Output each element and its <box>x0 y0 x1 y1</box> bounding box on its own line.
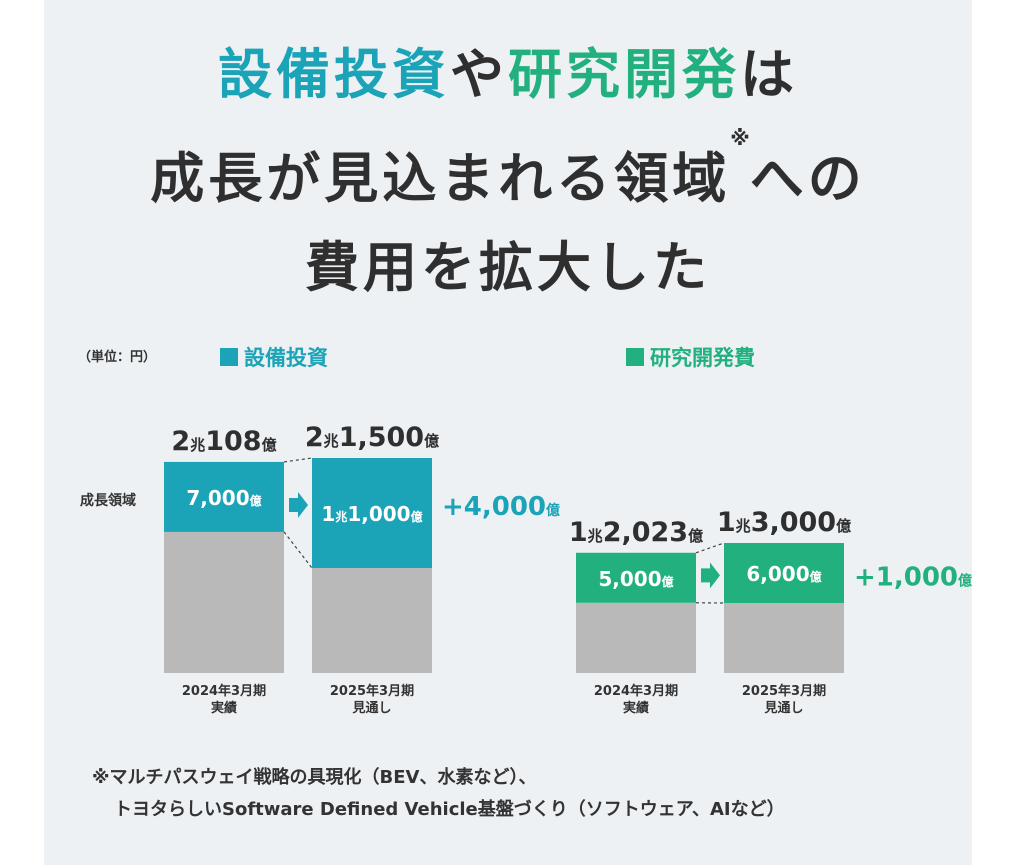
legend-capex-label: 設備投資 <box>244 346 328 370</box>
rnd-growth-label-1-number: 6,000 <box>746 562 809 586</box>
legend-rnd-label: 研究開発費 <box>650 346 755 370</box>
headline-line-3: 費用を拡大した <box>305 236 711 299</box>
capex-category-label-1-line-0: 2025年3月期 <box>330 683 414 699</box>
legend-rnd-swatch <box>626 348 644 366</box>
capex-total-label-1-trillion-unit: 兆 <box>324 432 339 450</box>
capex-category-label-1-line-1: 見通し <box>351 700 391 716</box>
rnd-total-label-0-unit: 億 <box>688 527 703 545</box>
capex-total-label-1-number: 1,500 <box>339 422 424 453</box>
rnd-bar-other-0 <box>576 602 696 673</box>
footnote: ※マルチパスウェイ戦略の具現化（BEV、水素など）、 トヨタらしいSoftwar… <box>92 762 785 826</box>
legend-capex-swatch <box>220 348 238 366</box>
capex-increase-arrow-icon <box>289 491 308 518</box>
rnd-category-label-1-line-0: 2025年3月期 <box>742 683 826 699</box>
rnd-category-label-1: 2025年3月期見通し <box>742 683 826 716</box>
capex-total-label-0-trillion-unit: 兆 <box>190 436 205 454</box>
rnd-increase-arrow-icon <box>701 562 720 589</box>
capex-total-label-0: 2兆108億 <box>171 426 276 457</box>
legend-capex: 設備投資 <box>220 342 328 372</box>
capex-delta-unit: 億 <box>546 502 560 519</box>
rnd-connector-top <box>695 542 725 554</box>
headline-tail-text: への <box>749 147 866 210</box>
rnd-category-label-0-line-1: 実績 <box>623 700 649 716</box>
rnd-bar-other-1 <box>724 603 844 673</box>
capex-category-label-0-line-1: 実績 <box>211 700 237 716</box>
rnd-total-label-0-major: 1 <box>569 517 588 548</box>
rnd-growth-label-1-unit: 億 <box>810 569 822 584</box>
growth-area-label: 成長領域 <box>80 493 136 509</box>
rnd-total-label-0-number: 2,023 <box>603 517 688 548</box>
rnd-delta-number: +1,000 <box>854 562 958 592</box>
capex-delta-number: +4,000 <box>442 492 546 522</box>
capex-category-label-0: 2024年3月期実績 <box>182 683 266 716</box>
capex-total-label-1-unit: 億 <box>424 432 439 450</box>
rnd-total-label-1-trillion-unit: 兆 <box>736 517 751 535</box>
rnd-bar-growth-0 <box>576 552 696 603</box>
capex-category-label-1: 2025年3月期見通し <box>330 683 414 716</box>
capex-bar-other-1 <box>312 568 432 673</box>
rnd-delta-unit: 億 <box>958 572 972 589</box>
unit-label: （単位：円） <box>78 350 157 365</box>
rnd-category-label-0: 2024年3月期実績 <box>594 683 678 716</box>
capex-growth-label-1-unit: 億 <box>411 509 423 524</box>
capex-total-label-1-major: 2 <box>305 422 324 453</box>
rnd-total-label-1-major: 1 <box>717 507 736 538</box>
headline-line-2: 成長が見込まれる領域※への <box>44 126 972 213</box>
rnd-total-label-0: 1兆2,023億 <box>569 517 703 548</box>
footnote-line-1: ※マルチパスウェイ戦略の具現化（BEV、水素など）、 <box>92 767 537 788</box>
capex-total-label-0-number: 108 <box>205 426 261 457</box>
capex-growth-label-1-trillion-unit: 兆 <box>335 509 347 524</box>
headline-topic-text: は <box>740 43 798 106</box>
rnd-category-label-1-line-1: 見通し <box>763 700 803 716</box>
rnd-bar-growth-1 <box>724 543 844 603</box>
rnd-total-label-0-trillion-unit: 兆 <box>588 527 603 545</box>
rnd-delta-label: +1,000億 <box>854 562 972 592</box>
headline-growth-text: 成長が見込まれる領域 <box>150 147 731 210</box>
capex-growth-label-0: 7,000億 <box>186 486 261 510</box>
legend-rnd: 研究開発費 <box>626 342 755 372</box>
capex-total-label-1: 2兆1,500億 <box>305 422 439 453</box>
capex-growth-label-0-number: 7,000 <box>186 486 249 510</box>
capex-growth-label-1: 1兆1,000億 <box>321 502 422 526</box>
rnd-growth-label-0-number: 5,000 <box>598 567 661 591</box>
infographic-card <box>44 0 972 865</box>
capex-bar-growth-1 <box>312 458 432 568</box>
capex-connector-top <box>283 457 313 463</box>
capex-total-label-0-unit: 億 <box>262 436 277 454</box>
rnd-category-label-0-line-0: 2024年3月期 <box>594 683 678 699</box>
capex-growth-label-0-unit: 億 <box>250 493 262 508</box>
headline-note-mark: ※ <box>730 126 750 150</box>
headline-line-1: 設備投資や研究開発は <box>44 30 972 109</box>
capex-total-label-0-major: 2 <box>171 426 190 457</box>
capex-growth-label-1-major: 1 <box>321 502 335 526</box>
capex-growth-label-1-number: 1,000 <box>347 502 410 526</box>
rnd-growth-label-0: 5,000億 <box>598 567 673 591</box>
rnd-growth-label-1: 6,000億 <box>746 562 821 586</box>
headline-capex-text: 設備投資 <box>218 43 450 106</box>
rnd-total-label-1-unit: 億 <box>836 517 851 535</box>
capex-category-label-0-line-0: 2024年3月期 <box>182 683 266 699</box>
headline-particle-text: や <box>450 43 508 106</box>
rnd-growth-label-0-unit: 億 <box>662 574 674 589</box>
capex-delta-label: +4,000億 <box>442 492 560 522</box>
footnote-line-2: トヨタらしいSoftware Defined Vehicle基盤づくり（ソフトウ… <box>114 799 785 820</box>
capex-bar-growth-0 <box>164 461 284 532</box>
rnd-total-label-1: 1兆3,000億 <box>717 507 851 538</box>
capex-connector-split <box>283 531 313 569</box>
rnd-total-label-1-number: 3,000 <box>751 507 836 538</box>
capex-bar-other-0 <box>164 531 284 673</box>
headline-rnd-text: 研究開発 <box>508 43 740 106</box>
